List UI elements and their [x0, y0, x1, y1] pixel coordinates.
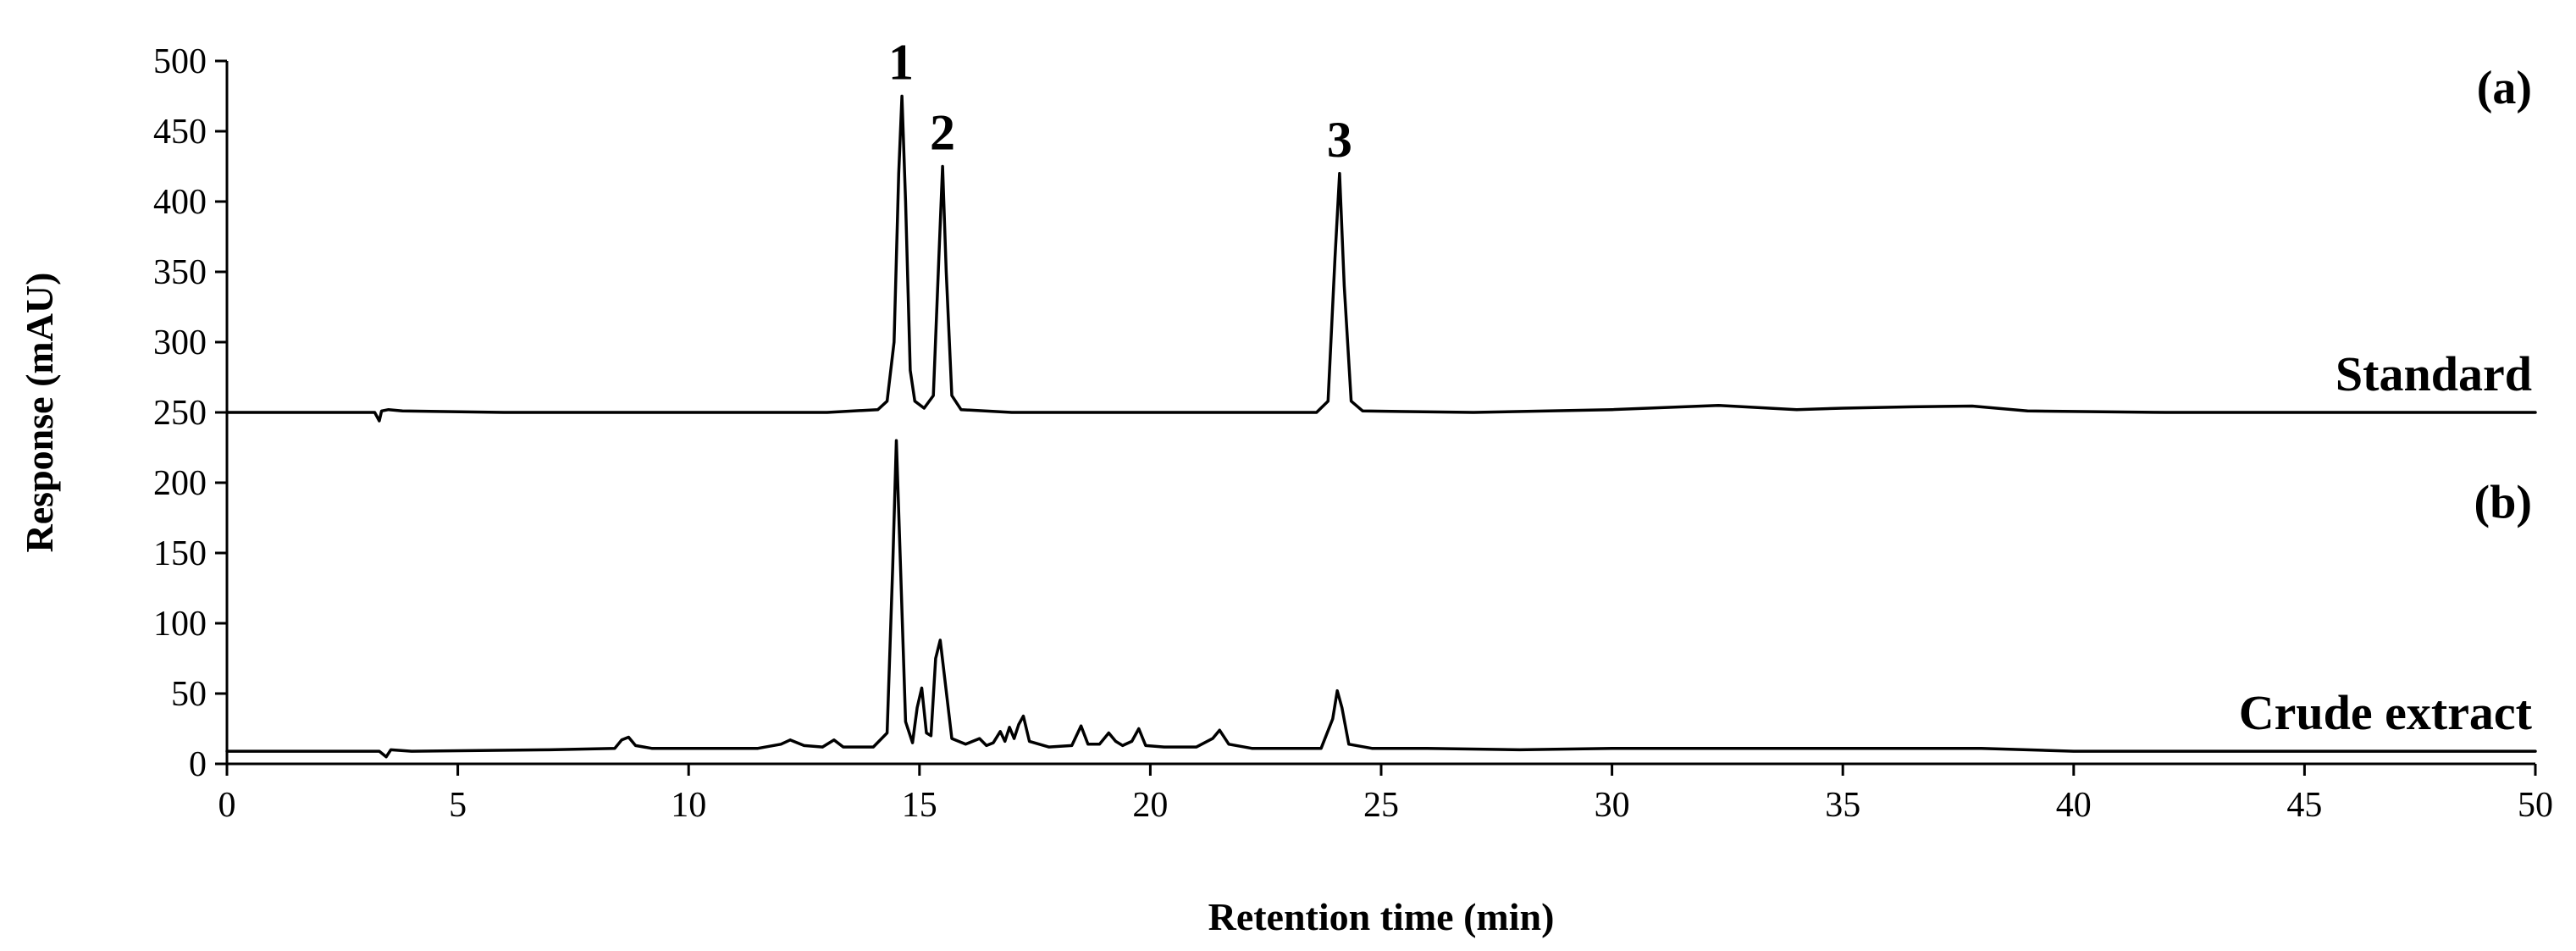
x-tick-label: 0 — [218, 786, 236, 825]
series-label-standard: Standard — [2336, 346, 2532, 401]
x-tick-label: 30 — [1595, 786, 1630, 825]
x-tick-label: 15 — [902, 786, 937, 825]
annotations: Standard Crude extract (a) (b) 12 3 — [888, 35, 2533, 741]
series-label-crude-extract: Crude extract — [2239, 685, 2533, 740]
panel-label-b: (b) — [2474, 477, 2532, 529]
x-tick-label: 35 — [1825, 786, 1860, 825]
x-tick-label: 20 — [1132, 786, 1168, 825]
y-tick-label: 50 — [171, 675, 207, 714]
y-tick-label: 100 — [153, 605, 207, 644]
x-tick-label: 25 — [1363, 786, 1399, 825]
x-axis-title: Retention time (min) — [1208, 895, 1555, 938]
y-tick-label: 250 — [153, 394, 207, 433]
series-line-standard — [225, 94, 2537, 423]
peak-label: 2 — [930, 105, 955, 161]
x-tick-label: 50 — [2518, 786, 2553, 825]
y-tick-label: 350 — [153, 253, 207, 292]
panel-label-a: (a) — [2477, 62, 2532, 114]
y-tick-label: 450 — [153, 113, 207, 152]
y-tick-label: 0 — [189, 745, 207, 784]
x-tick-label: 40 — [2056, 786, 2092, 825]
y-tick-label: 300 — [153, 323, 207, 362]
y-tick-label: 500 — [153, 42, 207, 81]
y-tick-label: 200 — [153, 464, 207, 503]
y-tick-label: 400 — [153, 183, 207, 222]
series-line-crude-extract — [225, 439, 2537, 759]
y-axis-title: Response (mAU) — [18, 273, 61, 553]
x-tick-label: 5 — [449, 786, 467, 825]
peak-label: 1 — [888, 35, 914, 91]
y-tick-label: 150 — [153, 534, 207, 573]
x-tick-label: 10 — [671, 786, 706, 825]
axes: 0 5 10 15 20 25 30 35 40 45 5005010015020025030035… — [18, 42, 2553, 938]
x-tick-label: 45 — [2286, 786, 2322, 825]
traces — [225, 94, 2537, 759]
peak-label: 3 — [1327, 112, 1352, 168]
